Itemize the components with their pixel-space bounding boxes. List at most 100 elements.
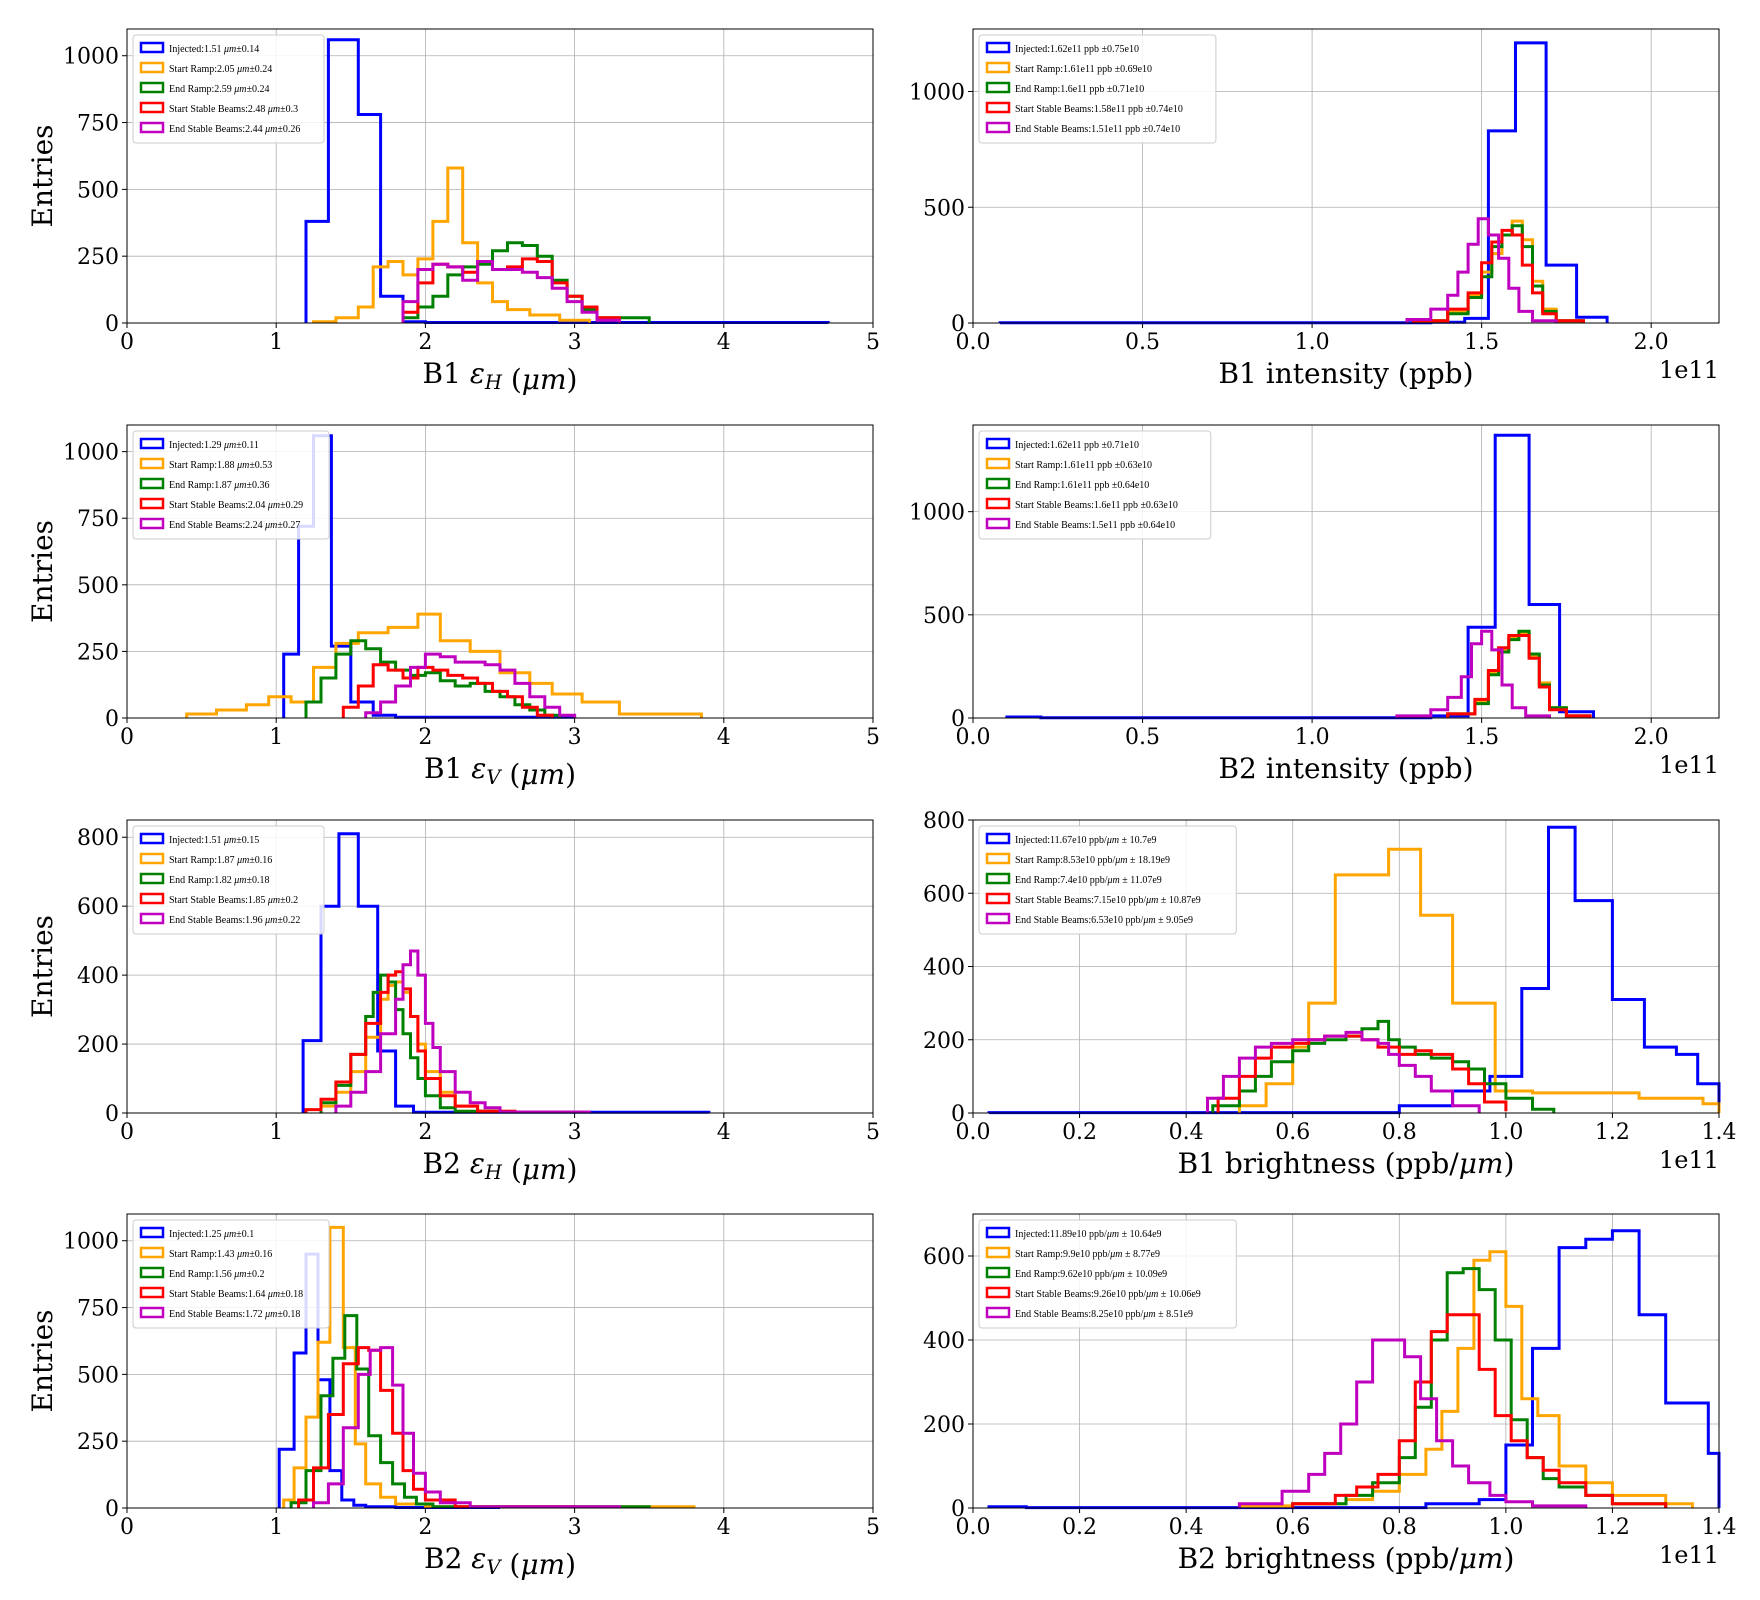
legend-swatch [139, 872, 165, 885]
legend-swatch [139, 1266, 165, 1279]
y-tick-label: 500 [77, 178, 119, 203]
histogram-series-2 [1237, 847, 1721, 1113]
legend-box [132, 1219, 330, 1329]
legend-entry: Start Ramp:2.05 μm±0.24 [169, 64, 272, 75]
legend-entry: Injected:1.51 μm±0.15 [169, 835, 259, 846]
legend: Injected:1.51 μm±0.14 Start Ramp:2.05 μm±… [132, 34, 325, 144]
legend-swatch [985, 41, 1011, 54]
histogram-series-1 [987, 825, 1721, 1115]
x-axis-label: B1 εV (μm) [424, 752, 576, 791]
legend-swatch [985, 121, 1011, 134]
legend-entry: Start Stable Beams:2.48 μm±0.3 [169, 104, 298, 115]
axes-frame [126, 424, 874, 719]
legend-swatch [139, 1246, 165, 1259]
axes-frame [972, 28, 1720, 324]
x-tick-label: 1 [269, 725, 283, 750]
legend-entry: Start Stable Beams:1.58e11 ppb ±0.74e10 [1015, 104, 1183, 115]
histogram-series-3 [304, 639, 562, 718]
y-tick-label: 1000 [63, 45, 119, 70]
histogram-series-1 [987, 1229, 1721, 1510]
x-tick-label: 1.2 [1595, 1515, 1630, 1540]
legend-swatch [985, 1226, 1011, 1239]
x-tick-label: 1.0 [1488, 1515, 1523, 1540]
legend-swatch [985, 61, 1011, 74]
histogram-series-1 [301, 832, 711, 1114]
legend: Injected:11.67e10 ppb/μm ± 10.7e9 Start R… [978, 825, 1237, 935]
legend-entry: End Ramp:9.62e10 ppb/μm ± 10.09e9 [1015, 1269, 1167, 1280]
y-tick-label: 500 [77, 1363, 119, 1388]
y-tick-label: 200 [77, 1033, 119, 1058]
histogram-series-3 [1291, 1267, 1668, 1508]
y-tick-label: 0 [951, 1102, 965, 1127]
legend-entry: End Ramp:1.61e11 ppb ±0.64e10 [1015, 480, 1149, 491]
legend-swatch [985, 437, 1011, 450]
legend-entry: Start Stable Beams:2.04 μm±0.29 [169, 500, 303, 511]
y-tick-label: 600 [923, 882, 965, 907]
legend-swatch [139, 1286, 165, 1299]
legend-entry: Injected:1.62e11 ppb ±0.75e10 [1015, 44, 1139, 55]
histogram-series-1 [304, 38, 830, 324]
y-tick-label: 0 [105, 1497, 119, 1522]
y-tick-label: 600 [923, 1245, 965, 1270]
legend-entry: End Stable Beams:1.96 μm±0.22 [169, 915, 300, 926]
histogram-series-1 [282, 434, 577, 719]
legend-entry: Injected:1.51 μm±0.14 [169, 44, 259, 55]
y-tick-label: 800 [923, 809, 965, 834]
legend: Injected:1.29 μm±0.11 Start Ramp:1.88 μm±… [132, 430, 330, 540]
y-tick-label: 750 [77, 1297, 119, 1322]
legend-entry: Start Stable Beams:7.15e10 ppb/μm ± 10.8… [1015, 895, 1201, 906]
legend-entry: End Stable Beams:1.72 μm±0.18 [169, 1309, 300, 1320]
legend-entry: Injected:11.89e10 ppb/μm ± 10.64e9 [1015, 1229, 1162, 1240]
legend-swatch [139, 477, 165, 490]
x-tick-label: 0.0 [956, 725, 991, 750]
x-tick-label: 3 [568, 330, 582, 355]
x-tick-label: 2 [418, 725, 432, 750]
x-tick-label: 4 [717, 1120, 731, 1145]
histogram-series-2 [312, 166, 591, 324]
x-offset-text: 1e11 [1659, 751, 1719, 779]
y-tick-label: 250 [77, 1430, 119, 1455]
chart-panel-7: 0 1 2 3 4 5 0 250 500 750 1000 B2 εV (μm) Entries Inj… [26, 1213, 880, 1581]
legend-swatch [139, 892, 165, 905]
axes-frame [972, 1213, 1720, 1509]
x-tick-label: 1.0 [1295, 725, 1330, 750]
chart-panel-3: 0 1 2 3 4 5 0 250 500 750 1000 B1 εV (μm) Entries Inj… [26, 424, 880, 791]
legend-swatch [985, 517, 1011, 530]
legend-entry: End Stable Beams:2.24 μm±0.27 [169, 520, 300, 531]
x-tick-label: 1.5 [1464, 330, 1499, 355]
x-tick-label: 1.4 [1702, 1120, 1737, 1145]
histogram-series-3 [1211, 1019, 1556, 1113]
axes-frame [972, 424, 1720, 719]
histogram-series-4 [304, 970, 517, 1113]
y-tick-label: 250 [77, 640, 119, 665]
legend-entry: End Stable Beams:6.53e10 ppb/μm ± 9.05e9 [1015, 915, 1193, 926]
chart-panel-1: 0 1 2 3 4 5 0 250 500 750 1000 B1 εH (μm) Entries Inj… [26, 28, 880, 396]
legend-swatch [139, 81, 165, 94]
legend-entry: End Ramp:1.82 μm±0.18 [169, 875, 270, 886]
x-tick-label: 1.0 [1488, 1120, 1523, 1145]
legend-entry: Start Stable Beams:9.26e10 ppb/μm ± 10.0… [1015, 1289, 1201, 1300]
legend-swatch [139, 912, 165, 925]
legend-swatch [139, 497, 165, 510]
legend-entry: Start Ramp:1.87 μm±0.16 [169, 855, 272, 866]
x-axis-label: B2 brightness (ppb/μm) [1178, 1542, 1515, 1575]
y-tick-label: 1000 [909, 501, 965, 526]
y-axis-label: Entries [26, 520, 59, 623]
y-axis-label: Entries [26, 1309, 59, 1412]
x-tick-label: 0.6 [1275, 1120, 1310, 1145]
x-tick-label: 0.8 [1382, 1120, 1417, 1145]
histogram-series-1 [1005, 433, 1595, 720]
x-tick-label: 1 [269, 330, 283, 355]
axes-frame [126, 1213, 874, 1509]
chart-panel-4: 0.0 0.5 1.0 1.5 2.0 0 500 1000 B2 intensity (ppb… [909, 424, 1720, 785]
x-tick-label: 0.4 [1169, 1515, 1204, 1540]
legend-entry: Start Ramp:9.9e10 ppb/μm ± 8.77e9 [1015, 1249, 1160, 1260]
histogram-series-5 [1405, 217, 1558, 323]
histogram-series-5 [364, 652, 577, 718]
legend-swatch [985, 892, 1011, 905]
x-tick-label: 0.8 [1382, 1515, 1417, 1540]
y-tick-label: 500 [923, 196, 965, 221]
x-tick-label: 4 [717, 725, 731, 750]
legend-entry: Start Ramp:1.43 μm±0.16 [169, 1249, 272, 1260]
